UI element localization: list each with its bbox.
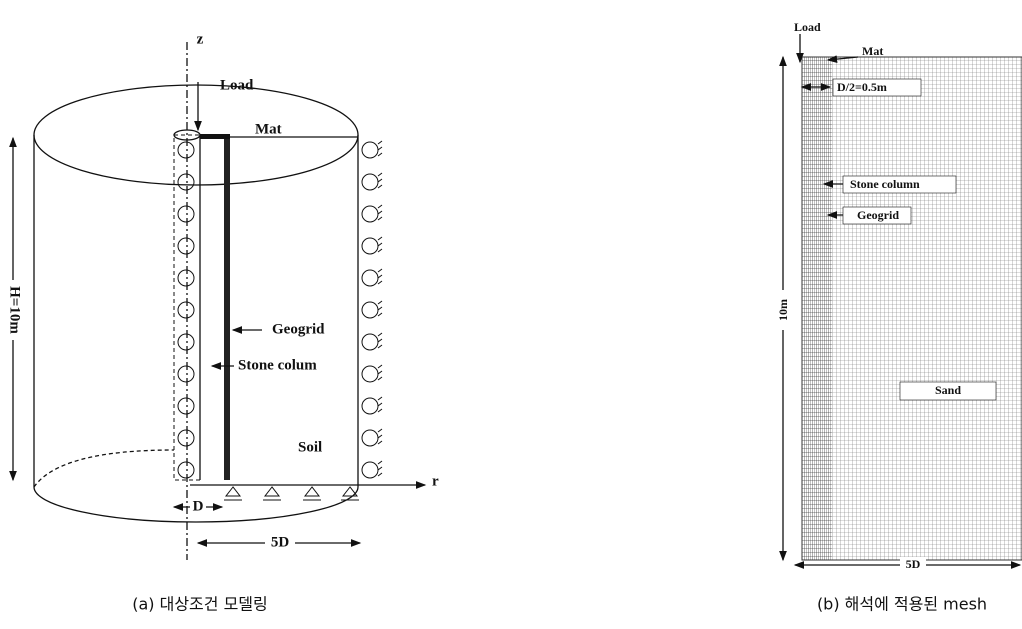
r-label: r (432, 473, 439, 489)
roller-hatch (378, 333, 382, 348)
roller-hatch (378, 173, 382, 188)
roller (178, 462, 194, 478)
mesh (802, 57, 1022, 560)
mat-label: Mat (255, 121, 282, 137)
height-label: H=10m (7, 286, 23, 334)
caption: (a) 대상조건 모델링 (132, 595, 268, 614)
roller (362, 142, 378, 158)
roller-hatch (378, 429, 382, 444)
roller-hatch (378, 365, 382, 380)
roller (178, 270, 194, 286)
roller (362, 174, 378, 190)
roller-hatch (378, 237, 382, 252)
width-label: 5D (271, 534, 290, 550)
soil-label: Soil (298, 439, 322, 455)
caption: (b) 해석에 적용된 mesh (817, 595, 987, 614)
roller-hatch (378, 461, 382, 476)
geogrid-label: Geogrid (857, 208, 899, 222)
support (263, 487, 281, 500)
width-label: 5D (906, 557, 921, 571)
roller (178, 142, 194, 158)
height-label: 10m (776, 299, 790, 321)
hidden-edge (34, 450, 174, 487)
roller-hatch (378, 205, 382, 220)
roller-hatch (378, 301, 382, 316)
panel-b: Load Mat D/2=0.5m Stone column Geogrid S… (776, 20, 1022, 614)
stone-column-label: Stone colum (238, 357, 317, 373)
roller (178, 174, 194, 190)
support (303, 487, 321, 500)
roller (362, 462, 378, 478)
load-label: Load (794, 20, 821, 34)
mat (200, 134, 230, 139)
support (224, 487, 242, 500)
roller-hatch (378, 397, 382, 412)
roller (178, 366, 194, 382)
sand-label: Sand (935, 383, 961, 397)
geogrid-strip (224, 138, 230, 480)
roller (178, 334, 194, 350)
diameter-label: D (193, 498, 204, 514)
roller (178, 238, 194, 254)
roller (362, 334, 378, 350)
mat-label: Mat (862, 44, 883, 58)
roller (178, 398, 194, 414)
roller (362, 270, 378, 286)
roller-hatch (378, 141, 382, 156)
load-label: Load (220, 77, 254, 93)
roller (362, 430, 378, 446)
roller (362, 398, 378, 414)
z-label: z (197, 31, 204, 47)
roller (178, 430, 194, 446)
geogrid-label: Geogrid (272, 321, 325, 337)
roller-hatch (378, 269, 382, 284)
roller (362, 238, 378, 254)
half-diameter-label: D/2=0.5m (837, 80, 887, 94)
stone-column-label: Stone column (850, 177, 920, 191)
roller (178, 206, 194, 222)
roller (178, 302, 194, 318)
roller (362, 206, 378, 222)
roller (362, 366, 378, 382)
panel-a: z Load Mat H=10m Geogrid Stone colum Soi… (4, 31, 439, 613)
roller (362, 302, 378, 318)
mesh-dense (802, 57, 832, 560)
figure: z Load Mat H=10m Geogrid Stone colum Soi… (0, 0, 1022, 629)
